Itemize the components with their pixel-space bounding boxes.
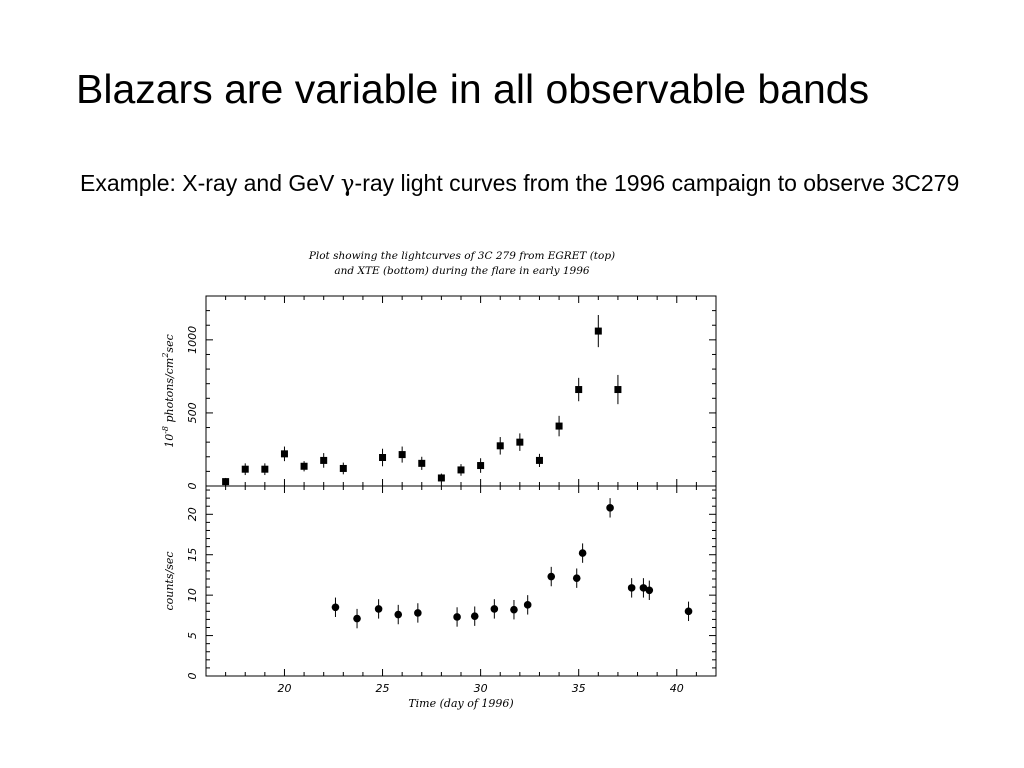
bottom-ytick-label: 20: [186, 507, 199, 521]
xtick-label: 35: [572, 682, 586, 695]
top-frame: [205, 295, 717, 487]
top-data-point: [339, 464, 347, 472]
top-data-point: [594, 327, 602, 335]
bottom-data-point: [510, 605, 518, 614]
top-data-point: [418, 459, 426, 467]
y-axis-label-part: photons/cm: [163, 358, 176, 426]
top-data-point: [575, 386, 583, 394]
bottom-data-point: [639, 584, 648, 592]
y-axis-label-part: -8: [161, 426, 170, 434]
bottom-data-point: [490, 605, 499, 613]
bottom-data-point: [353, 614, 361, 623]
bottom-ytick-label: 10: [186, 588, 199, 602]
bottom-data-point: [394, 610, 403, 619]
x-axis-label: Time (day of 1996): [408, 697, 513, 710]
top-data-point: [398, 451, 406, 459]
figure-caption-line2: and XTE (bottom) during the flare in ear…: [334, 265, 590, 277]
top-data-point: [516, 438, 524, 446]
top-ytick-label: 0: [186, 483, 199, 490]
top-panel: 0 500 1000 10-8 photons/cm2sec: [161, 295, 717, 490]
xtick-label: 25: [376, 682, 390, 695]
bottom-data-point: [523, 601, 532, 609]
xtick-label: 20: [277, 682, 291, 695]
bottom-panel: 0 5 10 15 20 20 25 30 35 40 Time (day of 1996) coun…: [163, 485, 717, 710]
top-data-point: [496, 442, 504, 450]
bottom-data-point: [578, 549, 587, 557]
bottom-data-point: [453, 613, 461, 621]
slide-title: Blazars are variable in all observable b…: [76, 66, 870, 112]
top-data-point: [222, 478, 230, 486]
bottom-ytick-label: 15: [186, 548, 199, 562]
top-data-point: [379, 454, 387, 461]
top-ytick-label: 1000: [186, 326, 199, 354]
top-data-point: [535, 456, 543, 464]
gamma-symbol: γ: [340, 171, 355, 197]
bottom-data-point: [414, 609, 422, 617]
top-data-point: [555, 422, 563, 430]
xtick-label: 30: [474, 682, 488, 695]
bottom-ytick-label: 5: [186, 632, 199, 639]
bottom-data-point: [645, 586, 654, 595]
bottom-ytick-label: 0: [186, 673, 199, 680]
bottom-data-point: [331, 603, 340, 612]
top-ytick-label: 500: [186, 402, 199, 423]
top-data-point: [320, 456, 328, 464]
bullet-text: Example: X-ray and GeV γ-ray light curve…: [80, 168, 1024, 199]
top-y-axis-label: 10-8 photons/cm2sec: [161, 334, 176, 448]
top-data-point: [241, 465, 249, 473]
bottom-data-point: [470, 612, 479, 620]
top-data-point: [457, 466, 465, 474]
top-data-point: [437, 474, 445, 482]
y-axis-label-part: 2: [161, 353, 170, 359]
top-data-point: [614, 386, 622, 394]
xtick-label: 40: [670, 682, 684, 695]
bottom-data-point: [606, 504, 614, 512]
bottom-data-point: [627, 584, 636, 592]
y-axis-label-part: sec: [163, 334, 176, 352]
bottom-data-point: [572, 574, 581, 582]
top-data-point: [477, 462, 485, 470]
top-data-point: [280, 450, 288, 458]
bottom-data-point: [684, 607, 693, 616]
bottom-data-point: [547, 572, 556, 581]
figure-caption-line1: Plot showing the lightcurves of 3C 279 f…: [308, 250, 615, 262]
bottom-data-point: [374, 605, 383, 613]
bottom-y-axis-label: counts/sec: [163, 551, 176, 610]
bullet-text-end: -ray light curves from the 1996 campaign…: [354, 170, 960, 196]
top-data-point: [300, 462, 308, 470]
top-data-point: [261, 465, 269, 473]
bottom-frame: [205, 485, 717, 677]
bullet-text-start: Example: X-ray and GeV: [80, 170, 341, 196]
y-axis-label-part: 10: [163, 434, 176, 448]
